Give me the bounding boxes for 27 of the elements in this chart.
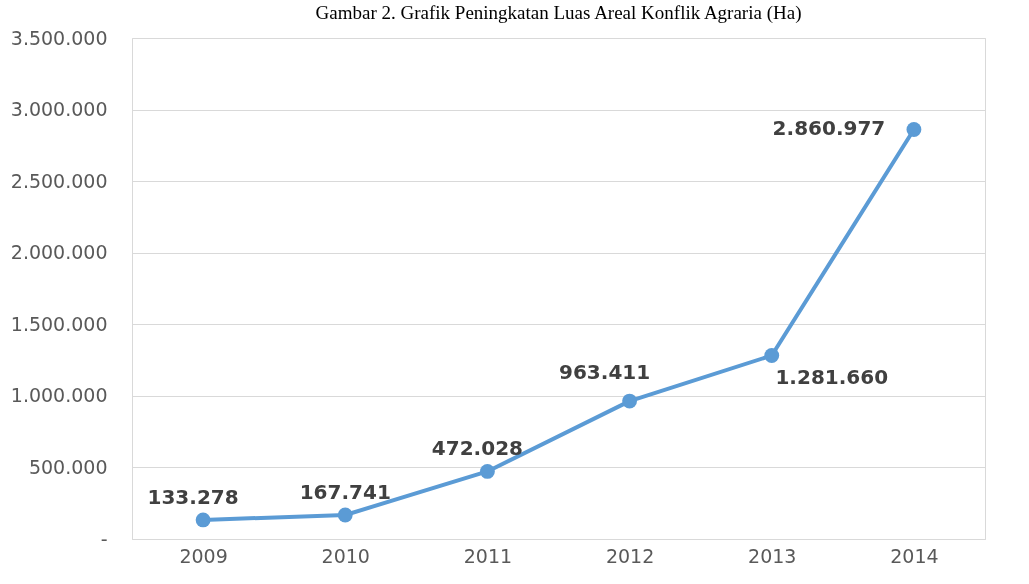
- y-tick-label: -: [100, 527, 108, 550]
- y-tick-label: 2.000.000: [10, 241, 108, 264]
- y-tick-label: 500.000: [28, 455, 108, 478]
- x-tick-label: 2010: [321, 544, 370, 567]
- data-label: 472.028: [431, 436, 523, 461]
- y-tick-label: 1.500.000: [10, 312, 108, 335]
- y-tick-label: 3.000.000: [10, 98, 108, 121]
- data-label: 2.860.977: [772, 116, 886, 141]
- point: [337, 507, 353, 523]
- point: [906, 122, 922, 137]
- y-tick-label: 3.500.000: [10, 26, 108, 49]
- point: [480, 464, 495, 479]
- data-label: 963.411: [559, 360, 651, 385]
- point: [764, 348, 780, 363]
- data-label: 133.278: [147, 484, 239, 509]
- data-label: 1.281.660: [775, 364, 889, 389]
- point: [195, 512, 211, 528]
- y-tick-label: 2.500.000: [10, 169, 108, 192]
- chart-title: Gambar 2. Grafik Peningkatan Luas Areal Konflik Agraria (Ha): [315, 2, 802, 24]
- x-tick-label: 2012: [605, 544, 655, 567]
- data-label: 167.741: [299, 479, 391, 504]
- x-tick-label: 2014: [890, 544, 939, 567]
- x-tick-label: 2011: [463, 544, 513, 567]
- point: [622, 393, 637, 409]
- x-tick-label: 2013: [748, 544, 797, 567]
- x-tick-label: 2009: [179, 544, 228, 567]
- y-tick-label: 1.000.000: [10, 384, 108, 407]
